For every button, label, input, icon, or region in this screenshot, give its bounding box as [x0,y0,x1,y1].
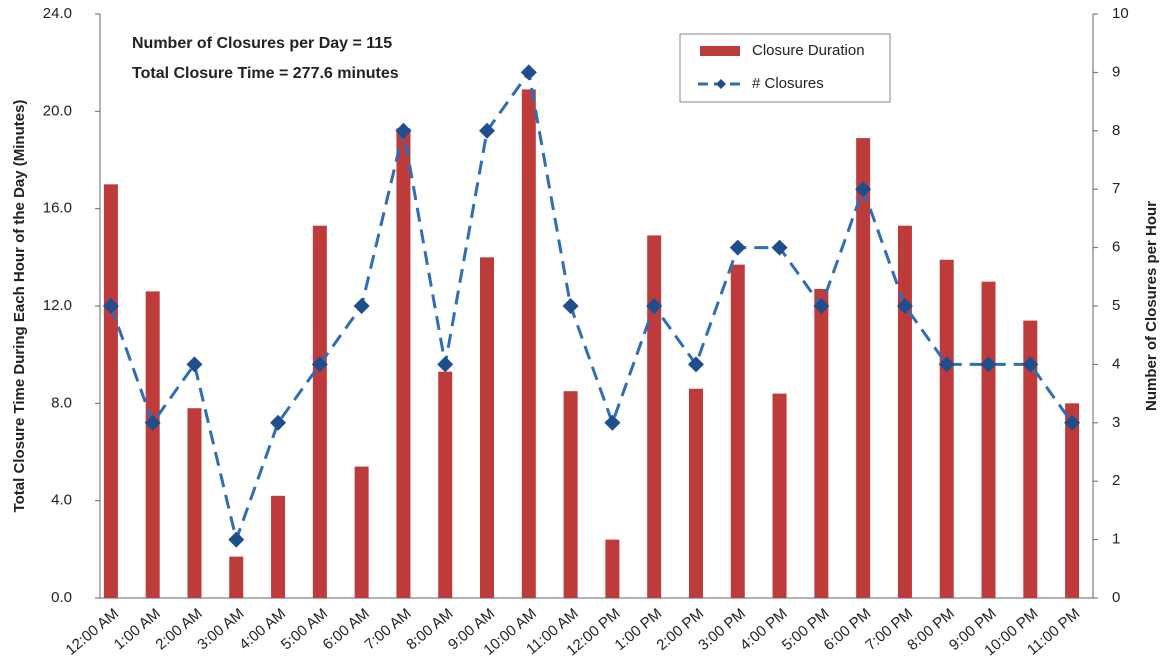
annotation: Total Closure Time = 277.6 minutes [132,65,399,82]
marker [437,356,454,373]
bar [730,264,745,598]
marker [813,298,830,314]
bar [229,556,244,598]
marker [646,298,663,314]
marker [102,298,119,314]
y2-tick-label: 1 [1112,531,1120,548]
bar [480,257,495,598]
x-tick-label: 12:00 AM [63,605,122,659]
bar [145,291,160,598]
bar [897,225,912,598]
marker [687,356,704,373]
marker [1022,356,1039,373]
bar [563,391,578,598]
bar [438,371,453,598]
y2-tick-label: 8 [1112,122,1120,139]
y-tick-label: 8.0 [51,394,72,411]
y2-tick-label: 6 [1112,239,1120,256]
y-tick-label: 24.0 [43,5,72,22]
bar [981,281,996,598]
bar [187,408,202,598]
x-tick-label: 7:00 AM [361,605,414,653]
marker [144,414,161,431]
bar [312,225,327,598]
marker [980,356,997,373]
marker [353,298,370,314]
marker [938,356,955,373]
x-tick-label: 1:00 AM [111,605,164,653]
y-tick-label: 12.0 [43,297,72,314]
marker [1064,414,1081,431]
marker [855,181,872,198]
marker [479,122,496,139]
bar [814,288,829,598]
bar [772,393,787,598]
bar [1065,403,1080,598]
bar [1023,320,1038,598]
x-tick-label: 5:00 AM [278,605,331,653]
marker [520,64,537,81]
y-tick-label: 20.0 [43,102,72,119]
y2-tick-label: 7 [1112,180,1120,197]
marker [896,298,913,314]
line [109,68,1074,545]
y-tick-label: 4.0 [51,492,72,509]
marker [729,239,746,256]
annotation: Number of Closures per Day = 115 [132,35,392,52]
legend-swatch [700,46,740,56]
marker [771,239,788,256]
bar [271,495,286,598]
y2-tick-label: 0 [1112,589,1120,606]
bar [647,235,662,598]
bar [939,259,954,598]
marker [311,356,328,373]
legend-label: # Closures [752,75,824,92]
legend-box [679,33,891,103]
marker [604,414,621,431]
marker [228,531,245,548]
x-tick-label: 4:00 AM [236,605,289,653]
y2-tick-label: 2 [1112,472,1120,489]
y2-tick-label: 5 [1112,297,1120,314]
bar [103,184,118,599]
marker [395,122,412,139]
y2-tick-label: 3 [1112,414,1120,431]
bar [396,128,411,598]
legend-marker [716,79,726,89]
bar [605,539,620,598]
y-tick-label: 16.0 [43,200,72,217]
marker [270,414,287,431]
bar [856,138,871,598]
marker [562,298,579,314]
legend-label: Closure Duration [752,42,865,59]
y2-tick-label: 4 [1112,355,1120,372]
y2-axis-title: Number of Closures per Hour [1143,201,1160,411]
x-tick-label: 3:00 AM [194,605,247,653]
y-tick-label: 0.0 [51,589,72,606]
x-tick-label: 2:00 AM [153,605,206,653]
x-tick-label: 8:00 AM [403,605,456,653]
x-tick-label: 6:00 AM [320,605,373,653]
bar [688,388,703,598]
y2-tick-label: 10 [1112,5,1129,22]
bar [521,89,536,598]
y2-tick-label: 9 [1112,63,1120,80]
y-axis-title: Total Closure Time During Each Hour of t… [11,100,28,513]
bar [354,466,369,598]
marker [186,356,203,373]
